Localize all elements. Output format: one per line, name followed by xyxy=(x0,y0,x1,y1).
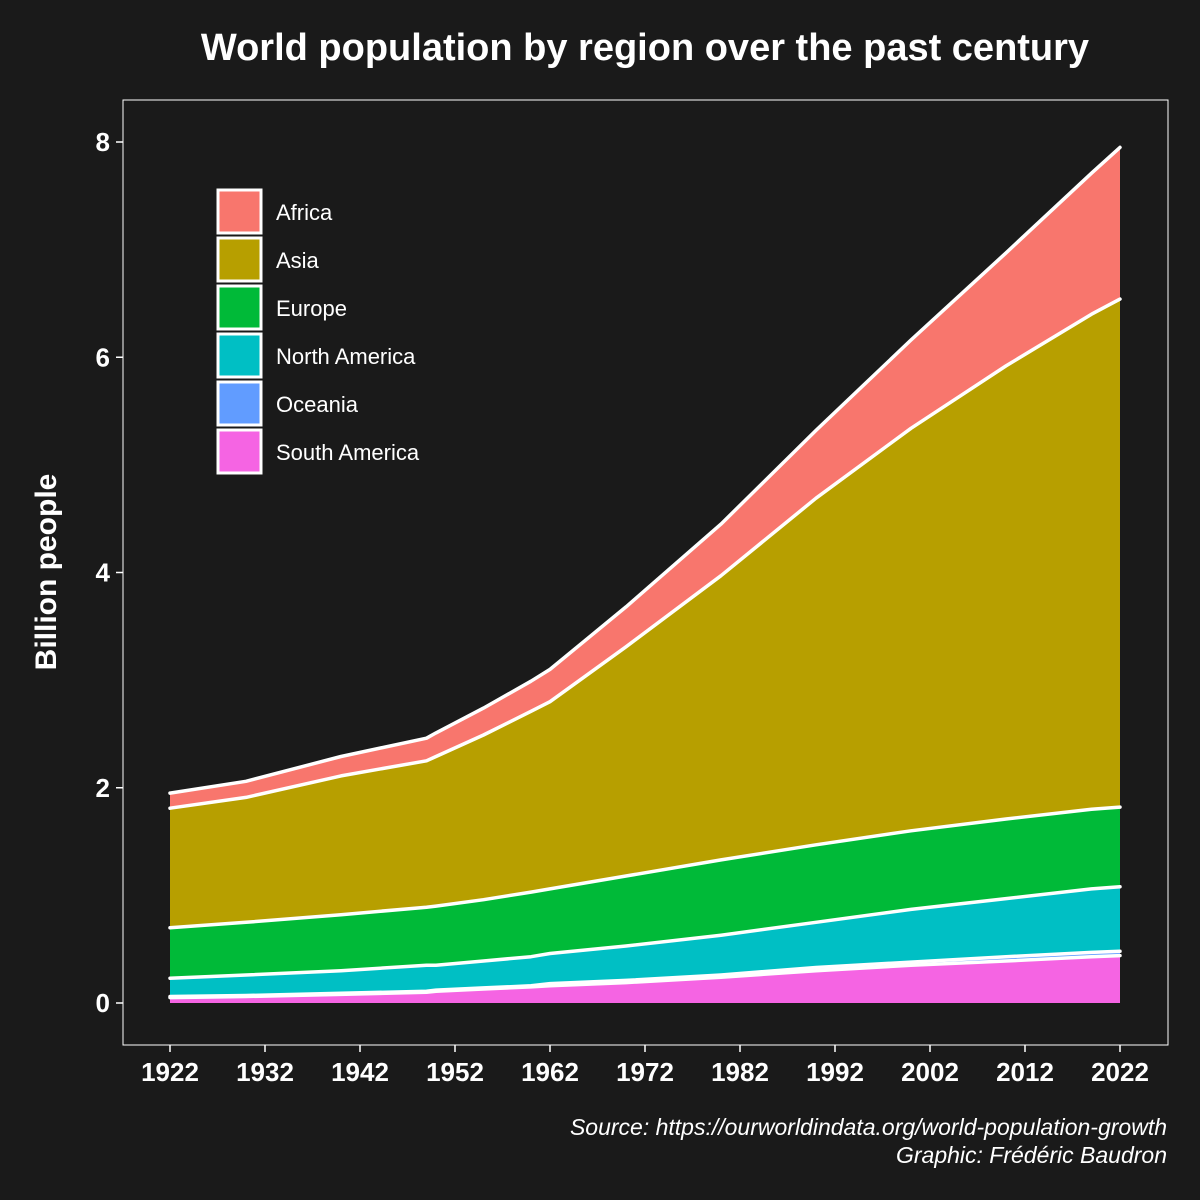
x-tick-label: 1992 xyxy=(806,1057,864,1087)
x-axis: 1922 1932 1942 1952 1962 1972 1982 1992 2002 2012… xyxy=(141,1045,1149,1087)
y-tick-label: 8 xyxy=(96,127,110,157)
x-tick-label: 2022 xyxy=(1091,1057,1149,1087)
area-asia xyxy=(170,299,1120,928)
x-tick-label: 1942 xyxy=(331,1057,389,1087)
x-tick-label: 1922 xyxy=(141,1057,199,1087)
legend-label-africa: Africa xyxy=(276,200,333,225)
x-tick-label: 1932 xyxy=(236,1057,294,1087)
legend-label-north-america: North America xyxy=(276,344,416,369)
legend-label-oceania: Oceania xyxy=(276,392,359,417)
y-axis: 0 2 4 6 8 xyxy=(96,127,123,1018)
x-tick-label: 1972 xyxy=(616,1057,674,1087)
area-layers xyxy=(170,147,1120,1003)
legend-key-north-america xyxy=(216,332,263,379)
x-tick-label: 1952 xyxy=(426,1057,484,1087)
x-tick-label: 1982 xyxy=(711,1057,769,1087)
legend-key-africa xyxy=(216,188,263,235)
graphic-credit: Graphic: Frédéric Baudron xyxy=(896,1142,1167,1168)
legend: Africa Asia Europe North America Oceania Sout… xyxy=(216,188,420,475)
source-caption: Source: https://ourworldindata.org/world… xyxy=(570,1114,1167,1140)
outline-asia xyxy=(168,297,1122,810)
outline-north-america xyxy=(168,885,1122,980)
legend-label-europe: Europe xyxy=(276,296,347,321)
series-outlines xyxy=(168,145,1122,1000)
outline-oceania xyxy=(168,949,1122,999)
outline-europe xyxy=(168,805,1122,930)
x-tick-label: 2002 xyxy=(901,1057,959,1087)
x-tick-label: 2012 xyxy=(996,1057,1054,1087)
area-europe xyxy=(170,807,1120,979)
legend-key-asia xyxy=(216,236,263,283)
y-tick-label: 6 xyxy=(96,342,110,372)
outline-africa xyxy=(168,145,1122,795)
x-tick-label: 1962 xyxy=(521,1057,579,1087)
legend-label-asia: Asia xyxy=(276,248,320,273)
chart-title: World population by region over the past… xyxy=(201,27,1089,69)
y-tick-label: 4 xyxy=(96,558,111,588)
legend-key-europe xyxy=(216,284,263,331)
y-axis-label: Billion people xyxy=(30,474,63,671)
legend-key-south-america xyxy=(216,428,263,475)
y-tick-label: 2 xyxy=(96,773,110,803)
y-tick-label: 0 xyxy=(96,988,110,1018)
legend-key-oceania xyxy=(216,380,263,427)
legend-label-south-america: South America xyxy=(276,440,420,465)
